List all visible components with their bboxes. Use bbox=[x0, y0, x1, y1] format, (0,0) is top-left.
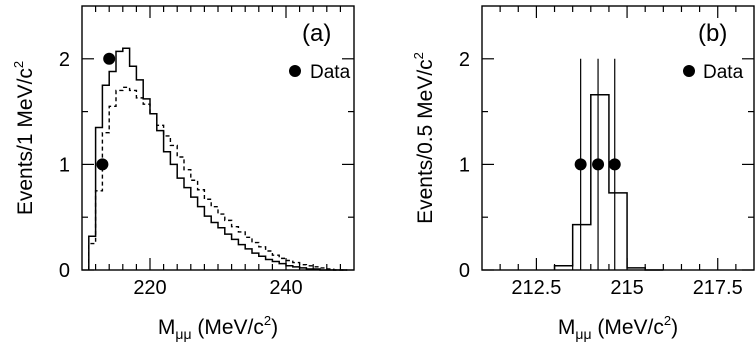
y-axis-label-a-main: Events/1 MeV/c bbox=[14, 68, 37, 215]
y-axis-label-a: Events/1 MeV/c2 bbox=[11, 61, 37, 215]
histogram-solid bbox=[88, 47, 348, 271]
data-points-a bbox=[96, 52, 116, 171]
histogram-dashed bbox=[88, 86, 348, 271]
x-tick-label: 212.5 bbox=[511, 277, 561, 299]
panel-label-a: (a) bbox=[302, 20, 331, 47]
y-axis-label-b-sup: 2 bbox=[411, 52, 426, 59]
y-axis-label-a-sup: 2 bbox=[11, 61, 26, 68]
y-tick-label: 1 bbox=[59, 154, 70, 176]
x-axis-label-a-close: ) bbox=[271, 316, 278, 339]
x-axis-label-a: Mμμ (MeV/c2) bbox=[158, 313, 278, 342]
x-axis-label-a-sup: 2 bbox=[264, 313, 271, 328]
x-tick-label: 215 bbox=[610, 277, 643, 299]
x-axis-label-a-unit: (MeV/c bbox=[192, 316, 264, 339]
histograms-a bbox=[88, 47, 348, 271]
axis-ticks-b: 212.5 215 217.5 0 1 2 bbox=[459, 6, 754, 299]
x-axis-label-b: Mμμ (MeV/c2) bbox=[558, 313, 678, 342]
x-tick-label: 220 bbox=[133, 277, 166, 299]
x-tick-label: 217.5 bbox=[693, 277, 743, 299]
legend-marker-b bbox=[683, 65, 695, 77]
x-axis-label-b-close: ) bbox=[671, 316, 678, 339]
x-axis-label-b-main: M bbox=[558, 316, 576, 339]
histograms-b bbox=[553, 93, 664, 271]
y-tick-label: 2 bbox=[459, 49, 470, 71]
data-point bbox=[96, 158, 109, 171]
plot-frame-b bbox=[481, 5, 755, 271]
x-axis-label-b-sub: μμ bbox=[575, 326, 591, 342]
y-axis-label-b-main: Events/0.5 MeV/c bbox=[414, 59, 437, 224]
axis-ticks-a: 220 240 0 1 2 bbox=[59, 6, 354, 299]
y-tick-label: 0 bbox=[459, 260, 470, 282]
x-tick-label: 240 bbox=[269, 277, 302, 299]
data-point bbox=[608, 158, 621, 171]
x-axis-label-b-unit: (MeV/c bbox=[592, 316, 664, 339]
legend-label-b: Data bbox=[703, 62, 744, 83]
y-tick-label: 1 bbox=[459, 154, 470, 176]
data-point bbox=[574, 158, 587, 171]
y-tick-label: 0 bbox=[59, 260, 70, 282]
y-tick-label: 2 bbox=[59, 49, 70, 71]
data-point bbox=[103, 52, 116, 65]
x-axis-label-a-main: M bbox=[158, 316, 176, 339]
panel-label-b: (b) bbox=[698, 20, 727, 47]
legend-marker-a bbox=[289, 65, 301, 77]
x-axis-label-a-sub: μμ bbox=[175, 326, 191, 342]
x-axis-label-b-sup: 2 bbox=[664, 313, 671, 328]
histogram-solid bbox=[553, 93, 664, 271]
data-points-b bbox=[574, 58, 621, 270]
y-axis-label-b: Events/0.5 MeV/c2 bbox=[411, 52, 437, 224]
data-point bbox=[592, 158, 605, 171]
legend-label-a: Data bbox=[310, 62, 351, 83]
